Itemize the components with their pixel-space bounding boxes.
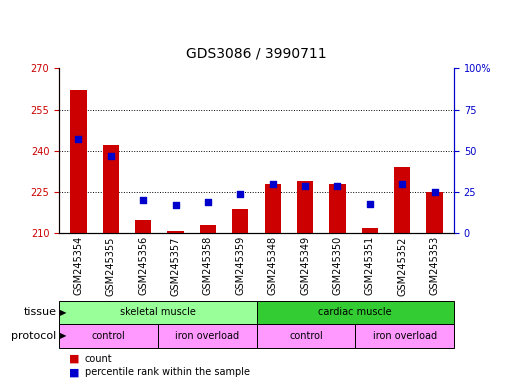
Text: skeletal muscle: skeletal muscle (120, 307, 195, 317)
Bar (394, 167, 410, 233)
Bar (70, 90, 87, 233)
Bar (232, 209, 248, 233)
Bar (158, 324, 256, 348)
Text: control: control (289, 331, 323, 341)
Point (430, 189, 439, 195)
Bar (135, 220, 151, 233)
Point (301, 182, 309, 189)
Text: tissue: tissue (24, 307, 56, 317)
Bar (426, 192, 443, 233)
Bar (167, 231, 184, 233)
Point (171, 202, 180, 209)
Text: protocol: protocol (11, 331, 56, 341)
Text: percentile rank within the sample: percentile rank within the sample (85, 367, 250, 377)
Point (398, 181, 406, 187)
Point (74, 136, 83, 142)
Text: iron overload: iron overload (372, 331, 437, 341)
Text: ■: ■ (69, 367, 80, 377)
Bar (103, 146, 119, 233)
Bar (329, 184, 346, 233)
Text: iron overload: iron overload (175, 331, 239, 341)
Bar (256, 301, 454, 324)
Text: count: count (85, 354, 112, 364)
Bar (297, 181, 313, 233)
Text: ▶: ▶ (60, 331, 67, 341)
Text: control: control (91, 331, 125, 341)
Bar (59, 324, 158, 348)
Point (333, 182, 342, 189)
Text: GDS3086 / 3990711: GDS3086 / 3990711 (186, 47, 327, 61)
Point (236, 191, 244, 197)
Text: cardiac muscle: cardiac muscle (319, 307, 392, 317)
Bar (362, 228, 378, 233)
Bar (265, 184, 281, 233)
Point (366, 201, 374, 207)
Bar (256, 324, 355, 348)
Bar (59, 301, 256, 324)
Bar (200, 225, 216, 233)
Point (139, 197, 147, 204)
Text: ▶: ▶ (60, 308, 67, 317)
Point (107, 153, 115, 159)
Bar (355, 324, 454, 348)
Point (269, 181, 277, 187)
Text: ■: ■ (69, 354, 80, 364)
Point (204, 199, 212, 205)
